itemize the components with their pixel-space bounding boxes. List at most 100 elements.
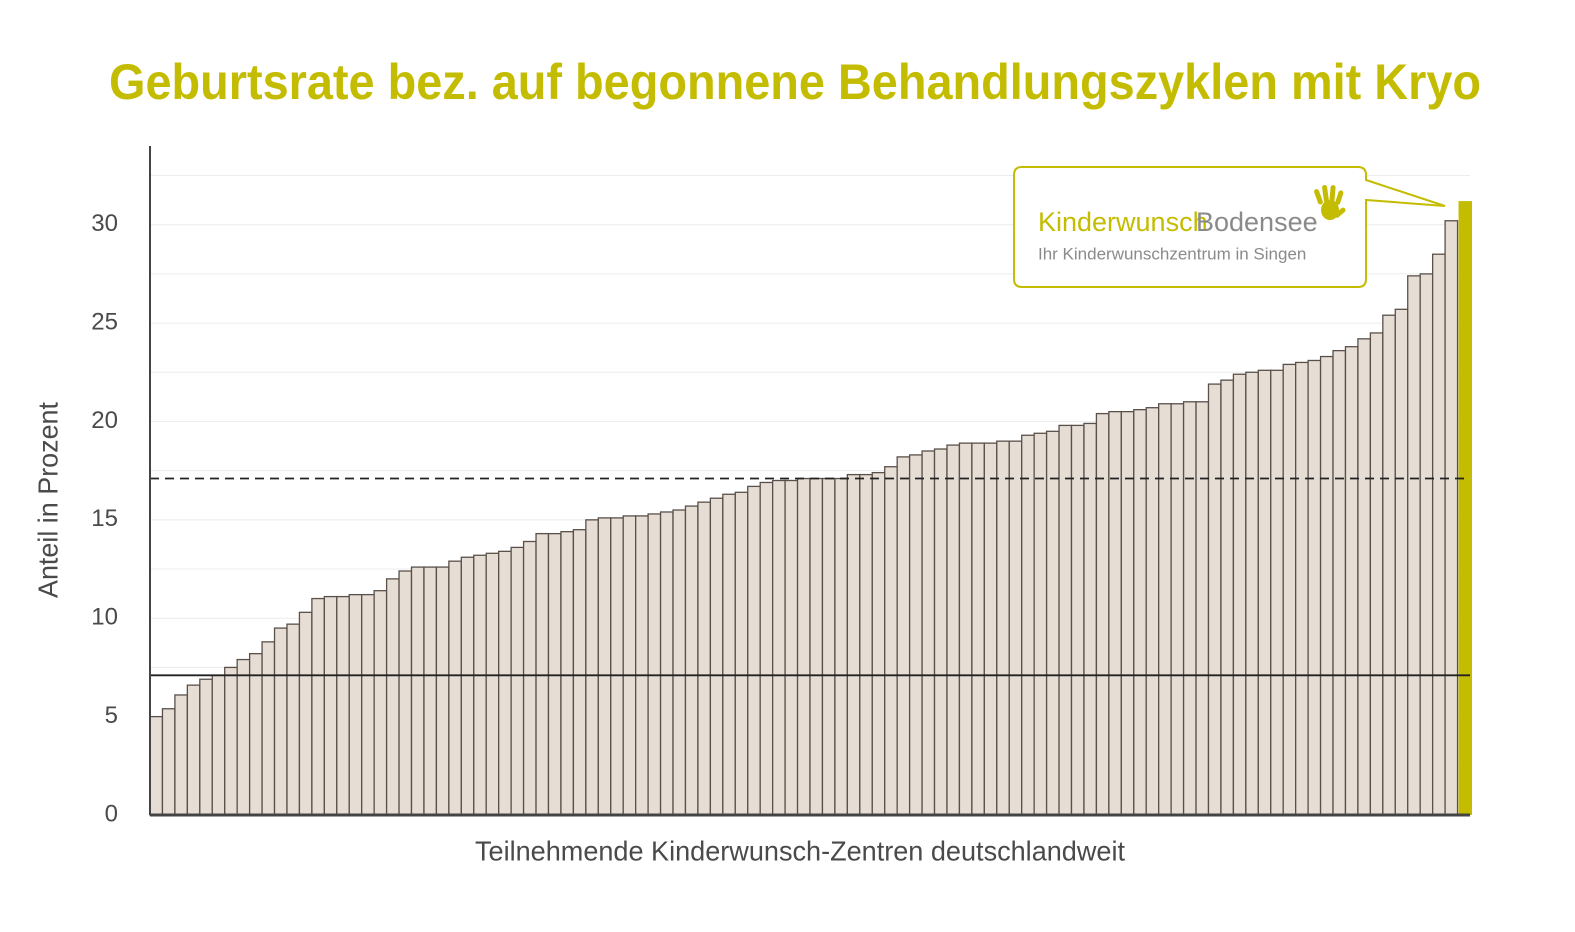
y-tick-label: 5 — [105, 702, 118, 729]
bar — [385, 578, 400, 816]
bar — [971, 442, 985, 816]
bar — [635, 515, 649, 816]
bar — [722, 493, 736, 816]
y-tick-label: 15 — [91, 505, 118, 532]
bar — [796, 477, 811, 816]
bar — [423, 566, 438, 816]
y-axis-label: Anteil in Prozent — [32, 402, 63, 598]
x-axis-label: Teilnehmende Kinderwunsch-Zentren deutsc… — [475, 835, 1125, 866]
bar — [1344, 346, 1359, 816]
bar — [485, 552, 500, 816]
tagline: Ihr Kinderwunschzentrum in Singen — [1038, 244, 1306, 263]
bar — [336, 595, 350, 816]
callout: Kinderwunsch Bodensee Ihr Kinderwunschze… — [1013, 166, 1446, 288]
bar — [871, 471, 886, 816]
bar — [933, 448, 948, 816]
bar — [261, 641, 276, 816]
bar — [248, 653, 263, 816]
bar — [896, 456, 911, 816]
bar — [908, 454, 923, 816]
bar — [348, 593, 363, 816]
y-tick-label: 30 — [91, 210, 118, 237]
bar — [199, 678, 213, 816]
bar — [186, 684, 201, 816]
bar — [361, 593, 375, 816]
bar — [1382, 314, 1396, 816]
bar — [1008, 440, 1023, 816]
bar — [1369, 332, 1384, 816]
bar — [659, 511, 674, 816]
y-tick-label: 0 — [105, 800, 118, 827]
bar — [921, 450, 936, 816]
bar — [1195, 401, 1210, 816]
bar — [435, 566, 450, 816]
bar — [1133, 409, 1147, 816]
bar — [1257, 369, 1272, 816]
bar — [572, 529, 587, 816]
bar — [1120, 410, 1135, 816]
bar — [522, 540, 537, 816]
bar — [174, 694, 189, 816]
bar — [697, 501, 712, 816]
bar — [709, 497, 724, 816]
bar — [398, 570, 413, 816]
bar — [286, 623, 301, 816]
bar — [771, 479, 786, 816]
bar — [1307, 359, 1322, 816]
bar — [1357, 338, 1372, 816]
bar — [311, 597, 325, 816]
bar — [1108, 410, 1122, 816]
bar — [597, 517, 612, 816]
bar — [473, 554, 487, 816]
bar — [373, 590, 388, 816]
bar — [547, 532, 562, 816]
bar — [1431, 253, 1446, 816]
bar — [1083, 422, 1098, 816]
bar — [983, 442, 998, 816]
bar — [647, 513, 662, 816]
bar — [747, 485, 761, 816]
bar — [1145, 407, 1160, 816]
bar — [298, 611, 313, 816]
bar — [610, 517, 624, 816]
bar — [684, 505, 699, 816]
bar — [1058, 424, 1073, 816]
bar — [560, 531, 575, 816]
bar — [149, 715, 164, 816]
bar — [224, 666, 238, 816]
bar — [809, 477, 824, 816]
bar — [1282, 363, 1297, 816]
bar — [1232, 373, 1247, 816]
bar — [1332, 349, 1347, 816]
highlight-bar — [1458, 201, 1472, 815]
bar — [784, 479, 799, 816]
bar — [1419, 273, 1434, 816]
bar — [236, 658, 251, 816]
bar — [1182, 401, 1197, 816]
bar — [1021, 434, 1035, 816]
bar — [498, 550, 512, 816]
bar — [510, 546, 525, 816]
bar — [672, 509, 687, 816]
bar — [585, 519, 599, 816]
brand-b: Bodensee — [1196, 207, 1318, 237]
brand-a: Kinderwunsch — [1038, 207, 1208, 237]
bar — [1245, 371, 1259, 816]
bar — [846, 473, 861, 816]
chart-title: Geburtsrate bez. auf begonnene Behandlun… — [109, 54, 1481, 110]
bar — [161, 708, 176, 816]
bar — [946, 444, 961, 816]
y-tick-label: 20 — [91, 407, 118, 434]
bar — [958, 442, 973, 816]
bar — [1170, 403, 1185, 816]
hand-icon — [1314, 184, 1346, 220]
bar — [211, 674, 226, 816]
y-tick-label: 25 — [91, 308, 118, 335]
bar — [1407, 275, 1421, 816]
bar — [1033, 432, 1048, 816]
bar — [1220, 379, 1235, 816]
bar — [1319, 355, 1334, 816]
bar — [1394, 308, 1409, 816]
bar — [1444, 220, 1459, 816]
